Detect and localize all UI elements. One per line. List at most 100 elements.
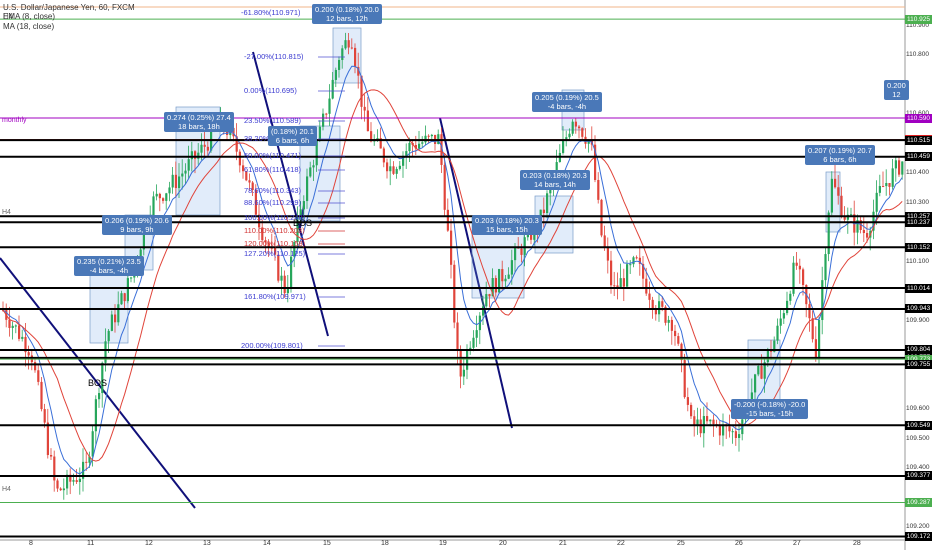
candle-body xyxy=(110,314,113,331)
candle-body xyxy=(482,306,485,316)
candle-body xyxy=(824,254,827,281)
candle-body xyxy=(830,178,833,213)
candle-body xyxy=(514,247,517,261)
candle-body xyxy=(795,262,798,266)
symbol-title[interactable]: U.S. Dollar/Japanese Yen, 60, FXCM xyxy=(3,3,135,12)
measurement-tooltip[interactable]: 0.205 (0.19%) 20.5 -4 bars, -4h xyxy=(532,92,602,112)
candle-body xyxy=(8,319,11,328)
measurement-change: 0.207 (0.19%) 20.7 xyxy=(808,146,872,155)
monthly-level-tag: monthly xyxy=(2,117,27,124)
candle-body xyxy=(299,209,302,216)
measurement-tooltip[interactable]: 0.203 (0.18%) 20.3 15 bars, 15h xyxy=(472,215,542,235)
level-price-chip[interactable]: 109.773 xyxy=(905,354,932,364)
level-price-chip[interactable]: 110.925 xyxy=(905,14,932,24)
measurement-tooltip[interactable]: 0.200 12 xyxy=(884,80,909,100)
candle-body xyxy=(571,121,574,134)
level-price-chip[interactable]: 109.943 xyxy=(905,304,932,314)
candle-body xyxy=(578,126,581,129)
candle-body xyxy=(123,293,126,302)
candle-body xyxy=(802,269,805,286)
candle-body xyxy=(763,362,766,379)
level-price-chip[interactable]: 110.590 xyxy=(905,113,932,123)
candle-body xyxy=(843,216,846,220)
measurement-tooltip[interactable]: 0.203 (0.18%) 20.3 14 bars, 14h xyxy=(520,170,590,190)
time-tick-label: 11 xyxy=(87,540,95,547)
candle-body xyxy=(331,79,334,99)
timeframe-tag-h4-bottom: H4 xyxy=(2,486,11,493)
candle-body xyxy=(840,195,843,217)
measurement-tooltip[interactable]: 0.206 (0.19%) 20.6 9 bars, 9h xyxy=(102,215,172,235)
candle-body xyxy=(728,426,731,432)
candle-body xyxy=(27,352,30,356)
measurement-tooltip[interactable]: -0.200 (-0.18%) -20.0 -15 bars, -15h xyxy=(731,399,809,419)
candle-body xyxy=(472,337,475,348)
measurement-tooltip[interactable]: 0.235 (0.21%) 23.5 -4 bars, -4h xyxy=(74,256,144,276)
level-price-chip[interactable]: 109.755 xyxy=(905,359,932,369)
candle-body xyxy=(418,143,421,149)
candle-body xyxy=(475,330,478,338)
candle-body xyxy=(693,416,696,425)
level-price-chip[interactable]: 109.287 xyxy=(905,498,932,508)
ma-indicator-label[interactable]: MA (18, close) xyxy=(3,22,55,31)
candle-body xyxy=(600,199,603,236)
candle-body xyxy=(91,431,94,457)
level-price-chip[interactable]: 110.237 xyxy=(905,217,932,227)
candle-body xyxy=(734,431,737,438)
candle-body xyxy=(885,183,888,187)
candle-body xyxy=(446,209,449,231)
time-tick-label: 27 xyxy=(793,540,801,547)
measurement-tooltip[interactable]: 0.207 (0.19%) 20.7 6 bars, 6h xyxy=(805,145,875,165)
candle-body xyxy=(318,126,321,141)
candle-body xyxy=(574,121,577,127)
level-price-chip[interactable]: 110.515 xyxy=(905,135,932,145)
candle-body xyxy=(814,339,817,359)
candle-body xyxy=(674,330,677,337)
price-tick-label: 109.200 xyxy=(906,523,930,531)
ema-indicator-label[interactable]: EMA (8, close) xyxy=(3,12,56,21)
candle-body xyxy=(117,304,120,323)
candle-body xyxy=(629,264,632,266)
candle-body xyxy=(901,161,904,175)
candle-body xyxy=(782,313,785,319)
level-price-chip[interactable]: 110.459 xyxy=(905,152,932,162)
candle-body xyxy=(757,365,760,375)
candle-body xyxy=(866,233,869,238)
level-price-chip[interactable]: 109.804 xyxy=(905,345,932,355)
candle-body xyxy=(376,138,379,140)
candle-body xyxy=(168,187,171,194)
level-price-chip[interactable]: 110.257 xyxy=(905,211,932,221)
candle-body xyxy=(658,301,661,315)
candle-body xyxy=(78,478,81,483)
candle-body xyxy=(862,229,865,234)
candle-body xyxy=(766,349,769,363)
level-price-chip[interactable]: 109.172 xyxy=(905,531,932,541)
measurement-tooltip[interactable]: 0.200 (0.18%) 20.0 12 bars, 12h xyxy=(312,4,382,24)
candle-body xyxy=(722,424,725,436)
candle-body xyxy=(731,431,734,433)
candle-body xyxy=(408,142,411,152)
candle-body xyxy=(555,162,558,177)
level-price-chip[interactable]: 109.549 xyxy=(905,420,932,430)
measurement-tooltip[interactable]: (0.18%) 20.1 6 bars, 6h xyxy=(268,126,317,146)
candle-body xyxy=(875,192,878,212)
measurement-tooltip[interactable]: 0.274 (0.25%) 27.4 18 bars, 18h xyxy=(164,112,234,132)
level-price-chip[interactable]: 109.377 xyxy=(905,471,932,481)
fib-level-label: 100.00%(110.248) xyxy=(244,213,306,222)
measurement-change: 0.274 (0.25%) 27.4 xyxy=(167,113,231,122)
candle-body xyxy=(344,40,347,49)
measurement-duration: 12 bars, 12h xyxy=(326,14,368,23)
candle-body xyxy=(594,144,597,180)
candle-body xyxy=(104,341,107,363)
level-price-chip[interactable]: 110.014 xyxy=(905,283,932,293)
level-price-chip[interactable]: 110.152 xyxy=(905,242,932,252)
candle-body xyxy=(50,455,53,457)
measurement-duration: 9 bars, 9h xyxy=(120,225,154,234)
candle-body xyxy=(494,278,497,293)
candle-body xyxy=(405,151,408,156)
measurement-duration: 14 bars, 14h xyxy=(534,180,576,189)
candle-body xyxy=(325,113,328,115)
fib-level-label: 110.00%(110.203) xyxy=(244,226,305,235)
candle-body xyxy=(98,393,101,400)
candle-body xyxy=(162,198,165,201)
